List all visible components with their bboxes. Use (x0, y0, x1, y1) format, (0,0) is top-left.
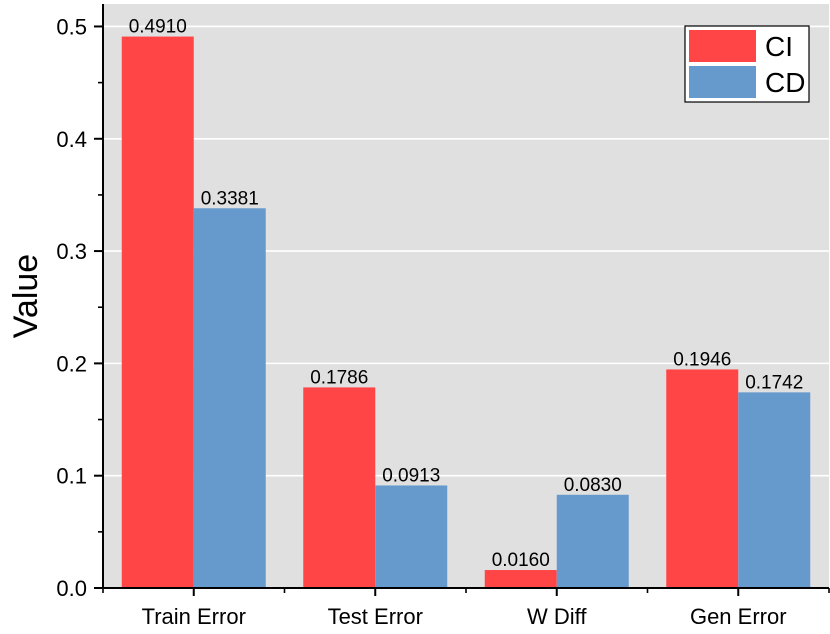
x-tick-label: Test Error (328, 604, 423, 629)
bar-cd-w-diff (556, 494, 629, 588)
data-label-ci-test-error: 0.1786 (310, 367, 368, 388)
data-label-ci-train-error: 0.4910 (129, 17, 187, 38)
tick-labels: 0.0 0.1 0.2 0.3 0.4 0.5 Train Error Test Error W… (56, 14, 786, 629)
x-tick-label: Gen Error (690, 604, 787, 629)
bar-ci-w-diff (484, 570, 557, 588)
x-tick-label: W Diff (527, 604, 587, 629)
bar-cd-test-error (375, 485, 448, 588)
bar-ci-test-error (303, 387, 376, 588)
bars (121, 36, 811, 589)
y-tick-label: 0.0 (56, 576, 87, 601)
bar-cd-gen-error (738, 392, 811, 588)
data-labels: 0.4910 0.3381 0.1786 0.0913 0.0160 0.0830 0.19… (129, 17, 804, 571)
bar-ci-gen-error (666, 369, 739, 588)
data-label-cd-w-diff: 0.0830 (564, 475, 622, 496)
data-label-cd-gen-error: 0.1742 (745, 372, 803, 393)
y-axis-label: Value (7, 254, 45, 338)
bar-cd-train-error (193, 208, 266, 588)
y-tick-label: 0.3 (56, 239, 87, 264)
y-tick-label: 0.4 (56, 127, 87, 152)
bar-ci-train-error (121, 36, 194, 589)
data-label-cd-train-error: 0.3381 (201, 188, 259, 209)
y-tick-label: 0.1 (56, 464, 87, 489)
data-label-cd-test-error: 0.0913 (382, 465, 440, 486)
y-tick-label: 0.5 (56, 14, 87, 39)
legend-label-ci: CI (765, 31, 793, 62)
data-label-ci-gen-error: 0.1946 (673, 349, 731, 370)
y-tick-label: 0.2 (56, 351, 87, 376)
data-label-ci-w-diff: 0.0160 (492, 550, 550, 571)
legend-swatch-cd (689, 66, 756, 98)
legend-swatch-ci (689, 30, 756, 62)
legend: CI CD (684, 25, 810, 103)
axes (94, 4, 830, 596)
legend-label-cd: CD (765, 67, 805, 98)
x-tick-label: Train Error (142, 604, 246, 629)
